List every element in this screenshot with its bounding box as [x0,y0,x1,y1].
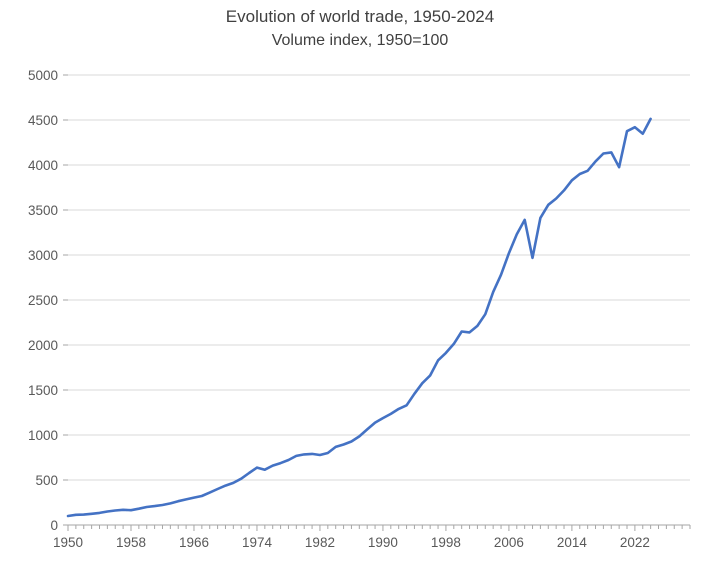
x-tick-label: 1998 [431,535,461,550]
y-tick-label: 0 [50,518,58,533]
x-tick-label: 2022 [620,535,650,550]
y-axis-labels: 0 500 1000 1500 2000 2500 3000 3500 4000 4500 5000 [28,68,58,533]
y-tick-label: 500 [35,473,58,488]
y-tick-label: 2500 [28,293,58,308]
x-tick-label: 1990 [368,535,398,550]
y-tick-label: 1000 [28,428,58,443]
chart-title: Evolution of world trade, 1950-2024 [226,7,494,26]
x-tick-label: 1974 [242,535,273,550]
chart-subtitle: Volume index, 1950=100 [272,32,449,49]
series-polyline [66,117,652,518]
y-axis-ticks [63,74,68,526]
x-axis-labels: 1950 1958 1966 1974 1982 1990 1998 2006 2014 2022 [53,535,650,550]
y-tick-label: 4500 [28,113,58,128]
x-tick-label: 2006 [494,535,524,550]
x-axis-ticks [67,525,691,531]
y-tick-label: 1500 [28,383,58,398]
gridlines [68,74,690,481]
y-tick-label: 5000 [28,68,58,83]
x-tick-label: 2014 [557,535,588,550]
x-tick-label: 1982 [305,535,335,550]
y-tick-label: 4000 [28,158,58,173]
x-tick-label: 1958 [116,535,146,550]
y-tick-label: 2000 [28,338,58,353]
y-tick-label: 3000 [28,248,58,263]
y-tick-label: 3500 [28,203,58,218]
x-tick-label: 1966 [179,535,209,550]
trade-volume-line [66,117,652,518]
x-tick-label: 1950 [53,535,83,550]
